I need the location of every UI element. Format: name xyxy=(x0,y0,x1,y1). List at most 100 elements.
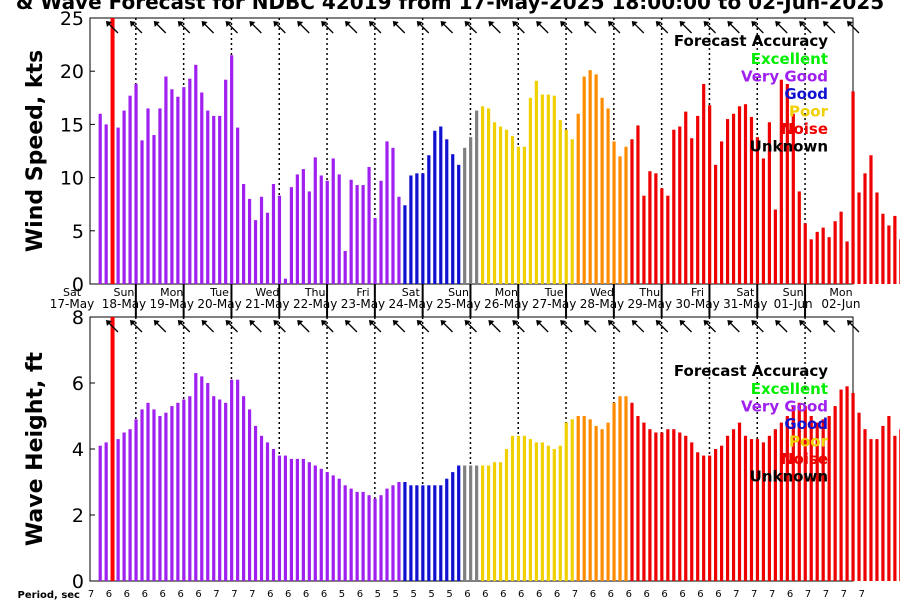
bar xyxy=(182,87,186,284)
bar xyxy=(379,180,383,284)
direction-arrow-icon xyxy=(775,21,788,34)
legend-item: Poor xyxy=(789,433,829,451)
direction-arrow-icon xyxy=(249,21,262,34)
bar xyxy=(731,429,736,581)
bar xyxy=(355,185,359,284)
bar xyxy=(415,173,419,284)
bar xyxy=(230,379,234,581)
bar xyxy=(206,383,210,581)
bar xyxy=(576,416,580,581)
bar xyxy=(672,129,676,284)
bar xyxy=(307,191,311,284)
bar xyxy=(857,192,861,284)
bar xyxy=(827,237,831,284)
bar xyxy=(767,122,771,284)
bar xyxy=(684,111,688,284)
period-value: 6 xyxy=(267,589,273,600)
direction-arrow-icon xyxy=(440,21,454,34)
bar xyxy=(122,432,126,581)
bar xyxy=(720,445,724,581)
bar xyxy=(486,108,491,284)
bar xyxy=(839,211,843,284)
bar xyxy=(815,231,819,284)
period-value: 6 xyxy=(536,589,542,600)
bar xyxy=(481,465,485,581)
period-value: 5 xyxy=(339,589,345,600)
bar xyxy=(247,409,252,581)
period-value: 7 xyxy=(733,589,739,600)
bar xyxy=(654,432,658,581)
period-value: 6 xyxy=(500,589,506,600)
bar xyxy=(152,135,156,284)
bar xyxy=(385,141,389,284)
bar xyxy=(690,442,694,581)
bar xyxy=(761,442,766,581)
bar xyxy=(666,429,670,581)
bar xyxy=(546,445,550,581)
period-value: 7 xyxy=(213,589,219,600)
bar xyxy=(827,416,831,581)
period-value: 6 xyxy=(321,589,327,600)
bar xyxy=(540,442,544,581)
bar xyxy=(558,120,562,284)
day-label: Sun xyxy=(113,286,134,299)
period-value: 6 xyxy=(590,589,596,600)
legend-item: Very Good xyxy=(741,68,828,86)
direction-arrow-icon xyxy=(201,320,215,333)
y-tick-label: 20 xyxy=(60,61,84,83)
date-label: 02-Jun xyxy=(821,297,860,311)
bar xyxy=(170,89,174,285)
bar xyxy=(128,95,132,284)
period-value: 6 xyxy=(303,589,309,600)
y-tick-label: 5 xyxy=(72,221,84,243)
bar xyxy=(564,129,568,284)
bar xyxy=(839,389,843,581)
bar xyxy=(540,94,544,284)
day-label: Sat xyxy=(402,286,421,299)
day-label: Sun xyxy=(448,286,469,299)
bar xyxy=(361,185,365,284)
day-label: Sat xyxy=(736,286,755,299)
direction-arrow-icon xyxy=(846,21,860,34)
bar xyxy=(887,225,891,284)
date-label: 26-May xyxy=(484,297,528,311)
legend-title: Forecast Accuracy xyxy=(674,32,828,50)
bar xyxy=(283,278,288,284)
direction-arrow-icon xyxy=(321,320,334,333)
bar xyxy=(684,435,688,581)
bar xyxy=(714,449,718,581)
bar xyxy=(164,412,168,581)
direction-arrow-icon xyxy=(727,21,740,34)
direction-arrow-icon xyxy=(153,320,167,333)
period-value: 6 xyxy=(482,589,488,600)
day-label: Tue xyxy=(544,286,564,299)
bar xyxy=(815,422,819,581)
date-label: 18-May xyxy=(102,297,146,311)
date-label: 19-May xyxy=(150,297,194,311)
bar xyxy=(337,174,341,284)
period-value: 6 xyxy=(554,589,560,600)
day-label: Thu xyxy=(638,286,660,299)
bar xyxy=(588,419,592,581)
bar xyxy=(755,137,760,284)
bar xyxy=(343,485,347,581)
day-label: Fri xyxy=(356,286,369,299)
direction-arrow-icon xyxy=(392,21,406,34)
direction-arrow-icon xyxy=(655,21,669,34)
bar xyxy=(289,458,293,581)
bar xyxy=(821,419,825,581)
bar xyxy=(385,488,389,581)
direction-arrow-icon xyxy=(153,21,167,34)
bar xyxy=(140,409,144,581)
direction-arrow-icon xyxy=(392,320,406,333)
bar xyxy=(367,166,371,284)
direction-arrow-icon xyxy=(799,320,812,333)
bar xyxy=(445,139,449,284)
bar xyxy=(236,379,240,581)
period-value: 6 xyxy=(518,589,524,600)
period-value: 7 xyxy=(88,589,94,600)
period-value: 6 xyxy=(357,589,363,600)
bar xyxy=(122,110,126,285)
date-label: 20-May xyxy=(197,297,241,311)
